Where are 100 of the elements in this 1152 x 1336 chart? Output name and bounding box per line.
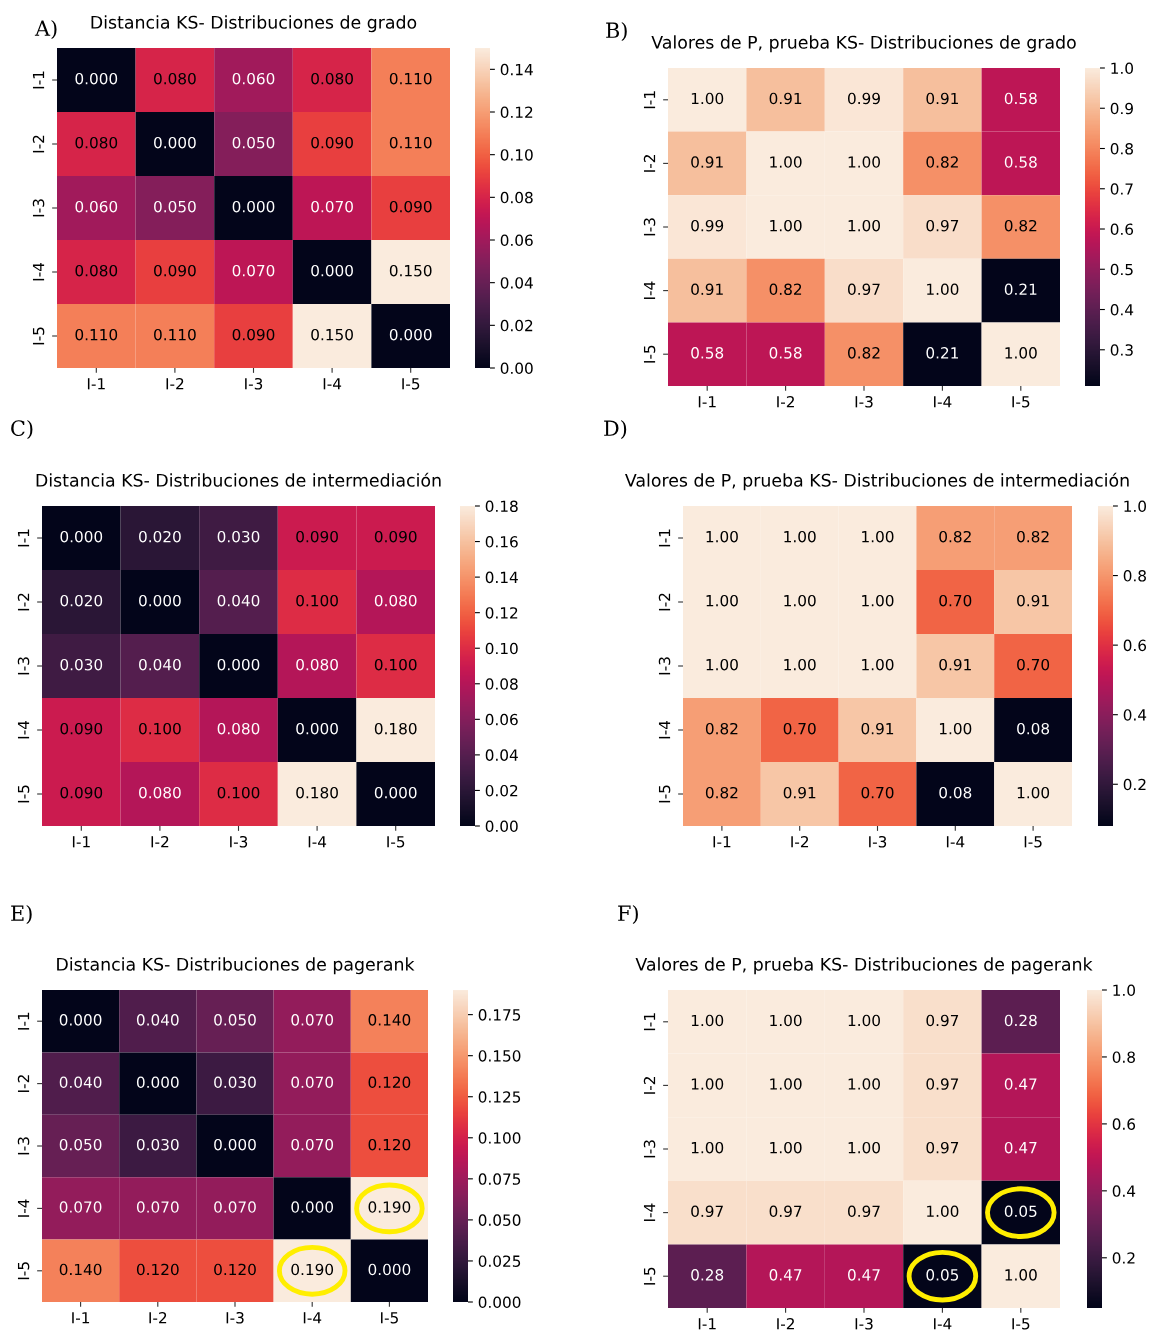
color-bar-label: 0.3 — [1110, 344, 1133, 356]
x-tick-label: I-2 — [791, 835, 809, 848]
data-label: 0.58 — [691, 347, 724, 359]
x-tick-label: I-1 — [698, 1318, 716, 1330]
chart-title: Valores de P, prueba KS- Distribuciones de pagerank — [635, 957, 1093, 975]
data-label: 0.97 — [926, 1141, 959, 1154]
y-tick-label: I-5 — [643, 345, 656, 363]
color-bar-label: 1.0 — [1111, 62, 1133, 75]
x-tick-label: I-3 — [226, 1311, 244, 1324]
data-label: 1.00 — [691, 1014, 724, 1027]
data-label: 0.82 — [1004, 219, 1037, 232]
data-label: 0.000 — [368, 1263, 411, 1276]
data-label: 1.00 — [862, 658, 894, 671]
data-label: 0.090 — [296, 530, 338, 543]
x-tick-label: I-5 — [387, 836, 405, 848]
data-label: 0.120 — [136, 1263, 179, 1276]
data-label: 0.070 — [214, 1201, 256, 1213]
color-bar-label: 0.14 — [485, 571, 518, 584]
x-tick-label: I-4 — [308, 836, 327, 848]
data-label: 0.070 — [311, 200, 353, 213]
x-tick-label: I-1 — [72, 1312, 90, 1324]
data-label: 0.020 — [139, 530, 181, 543]
color-bar-label: 0.7 — [1110, 183, 1133, 195]
data-label: 0.99 — [848, 92, 880, 105]
data-label: 1.00 — [770, 1141, 802, 1154]
data-label: 0.82 — [705, 786, 738, 799]
text: D) — [604, 419, 627, 439]
x-tick-label: I-3 — [855, 395, 873, 408]
y-tick-label: I-4 — [658, 720, 671, 739]
color-bar-label: 0.04 — [500, 277, 533, 289]
data-label: 0.100 — [139, 722, 181, 735]
data-label: 0.070 — [291, 1014, 334, 1026]
data-label: 1.00 — [770, 1014, 802, 1027]
data-label: 0.030 — [60, 658, 103, 671]
y-tick-label: I-1 — [32, 71, 45, 89]
data-label: 0.000 — [296, 722, 338, 735]
data-label: 0.000 — [311, 264, 353, 277]
data-label: 0.080 — [139, 786, 181, 799]
data-label: 0.91 — [1017, 594, 1049, 607]
y-tick-label: I-3 — [643, 218, 656, 236]
data-label: 0.97 — [926, 1014, 959, 1027]
color-bar-label: 0.5 — [1110, 263, 1133, 276]
color-bar-label: 0.6 — [1123, 639, 1147, 652]
color-bar-label: 1.0 — [1124, 500, 1146, 513]
data-label: 1.00 — [1005, 1269, 1037, 1281]
data-label: 0.000 — [374, 786, 417, 799]
data-label: 0.08 — [1017, 722, 1050, 735]
y-tick-label: I-4 — [17, 720, 30, 739]
data-label: 0.070 — [232, 264, 275, 277]
data-label: 0.100 — [374, 658, 417, 671]
data-label: 0.150 — [389, 264, 432, 277]
color-bar-label: 0.02 — [500, 319, 533, 332]
data-label: 0.070 — [59, 1201, 102, 1213]
color-bar-label: 0.02 — [485, 784, 518, 797]
y-tick-label: I-1 — [17, 1012, 30, 1030]
y-tick-label: I-4 — [643, 281, 656, 299]
color-bar-label: 0.000 — [478, 1296, 521, 1309]
x-tick-label: I-4 — [323, 378, 342, 390]
data-label: 0.080 — [374, 594, 417, 607]
data-label: 1.00 — [927, 1205, 959, 1218]
chart-title: Distancia KS- Distribuciones de intermediación — [36, 472, 441, 487]
data-label: 1.00 — [848, 1014, 880, 1027]
color-bar-label: 0.6 — [1110, 223, 1134, 236]
data-label: 0.000 — [139, 594, 181, 607]
data-label: 0.050 — [214, 1014, 256, 1026]
data-label: 0.070 — [136, 1201, 179, 1213]
color-bar-label: 0.150 — [478, 1050, 521, 1062]
x-tick-label: I-5 — [1012, 1318, 1030, 1330]
data-label: 0.080 — [296, 658, 338, 671]
x-tick-label: I-5 — [402, 378, 420, 390]
data-label: 0.82 — [769, 283, 802, 296]
data-label: 0.080 — [311, 72, 353, 85]
y-tick-label: I-4 — [643, 1203, 656, 1221]
data-label: 0.91 — [769, 92, 802, 105]
x-tick-label: I-1 — [72, 836, 90, 848]
data-label: 0.040 — [59, 1076, 102, 1089]
y-tick-label: I-1 — [643, 1013, 656, 1031]
y-tick-label: I-3 — [643, 1140, 656, 1158]
y-tick-label: I-2 — [17, 593, 30, 611]
y-tick-label: I-5 — [658, 785, 671, 803]
data-label: 0.000 — [60, 530, 103, 543]
chart-title: Valores de P, prueba KS- Distribuciones de intermediación — [625, 472, 1129, 491]
data-label: 0.000 — [217, 658, 260, 671]
data-label: 0.190 — [291, 1263, 334, 1276]
data-label: 1.00 — [706, 530, 738, 543]
data-label: 0.190 — [368, 1201, 411, 1213]
text: A) — [34, 19, 57, 39]
x-tick-label: I-5 — [381, 1312, 398, 1324]
data-label: 1.00 — [770, 156, 802, 168]
data-label: 0.080 — [154, 72, 196, 85]
color-bar-label: 0.12 — [485, 607, 518, 619]
data-label: 0.91 — [926, 92, 958, 105]
color-bar-label: 0.18 — [485, 500, 518, 513]
data-label: 0.090 — [154, 264, 196, 277]
data-label: 0.000 — [389, 328, 432, 341]
x-tick-label: I-4 — [303, 1312, 322, 1324]
data-label: 0.110 — [389, 72, 432, 85]
y-tick-label: I-2 — [658, 593, 671, 611]
x-tick-label: I-3 — [230, 835, 248, 848]
data-label: 0.82 — [926, 156, 958, 168]
